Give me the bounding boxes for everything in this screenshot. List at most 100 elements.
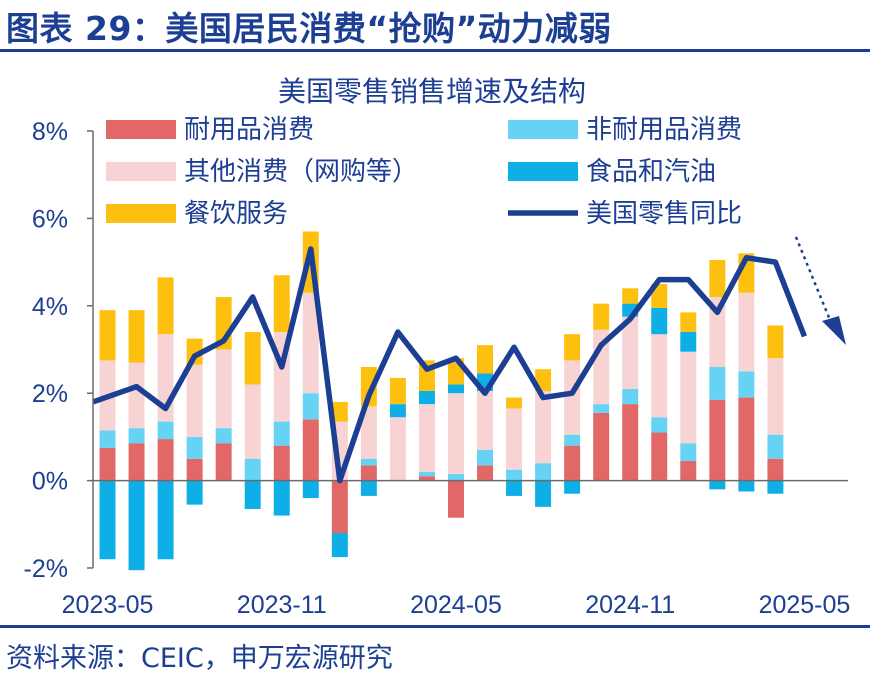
bar-2-18 [622,316,639,389]
y-tick-label-5: 8% [32,118,68,146]
bar-1-17 [593,404,610,413]
bar-1-22 [738,371,755,398]
bar-0-20 [680,460,697,481]
line-retail-yoy [92,246,808,484]
chart-title: 美国零售销售增速及结构 [278,75,586,108]
bar-1-21 [709,366,726,400]
bar-3-16 [564,480,581,494]
bar-1-19 [651,417,668,433]
bar-3-6 [273,480,290,516]
bar-2-3 [186,364,203,437]
bar-3-15 [535,480,552,507]
line-layer [92,246,808,484]
bar-4-19 [651,283,668,308]
bar-3-21 [709,480,726,490]
bar-4-13 [477,345,493,374]
bar-2-15 [535,391,552,464]
bar-2-7 [302,292,319,394]
bar-2-21 [709,297,726,367]
bar-2-10 [389,417,406,481]
bar-3-3 [186,480,203,505]
bar-1-18 [622,388,639,405]
bar-0-23 [767,458,784,481]
bar-3-9 [360,480,377,496]
legend-label-4: 餐饮服务 [184,199,288,229]
y-axis: -2% 0% 2% 4% 6% 8% [24,118,94,583]
y-tick-label-0: -2% [24,555,68,583]
source-divider [0,625,870,628]
bar-2-13 [477,391,493,451]
x-tick-label-0: 2023-05 [62,591,154,615]
bar-1-12 [448,474,464,481]
bar-1-23 [767,434,784,459]
bar-0-9 [360,465,377,481]
retail-sales-chart: 美国零售销售增速及结构 -2% 0% 2% 4% 6% 8% 2023-05 2023-11… [24,75,851,615]
bar-1-5 [244,458,261,481]
bar-4-16 [564,334,581,361]
bar-4-21 [709,259,726,298]
bar-2-22 [738,292,755,372]
bar-0-3 [186,458,203,481]
y-tick-label-1: 0% [32,468,68,496]
legend-swatch-0 [106,120,176,139]
bar-0-22 [738,397,755,481]
bar-1-11 [418,471,435,477]
bar-0-6 [273,445,290,481]
bar-1-2 [157,421,174,440]
x-tick-label-2: 2024-05 [410,591,502,615]
y-tick-label-3: 4% [32,293,68,321]
bar-1-0 [99,430,116,448]
bar-0-19 [651,432,668,481]
arrow-shaft [794,236,834,326]
legend-swatch-3 [508,162,578,181]
title-divider [0,49,870,52]
bar-4-14 [506,397,523,409]
bar-2-16 [564,360,581,435]
bar-0-8 [331,480,348,534]
bar-0-7 [302,419,319,481]
bar-1-9 [360,458,377,466]
bar-2-5 [244,384,261,459]
y-tick-label-4: 6% [32,205,68,233]
bar-1-13 [477,450,493,466]
bar-2-4 [215,349,232,429]
legend-label-2: 其他消费（网购等） [184,157,418,187]
bar-1-7 [302,393,319,420]
bar-3-5 [244,480,261,509]
bar-0-21 [709,399,726,481]
bar-0-17 [593,412,610,481]
legend-label-0: 耐用品消费 [184,115,314,145]
bar-3-23 [767,480,784,494]
bar-4-20 [680,312,697,333]
bar-3-0 [99,480,116,560]
bar-4-8 [331,401,348,422]
x-tick-label-4: 2025-05 [759,591,851,615]
bar-4-2 [157,277,174,335]
bar-1-4 [215,428,232,444]
bar-3-11 [418,391,435,405]
bar-0-11 [418,476,435,481]
bar-3-19 [651,307,668,335]
bar-1-14 [506,469,523,481]
bar-1-3 [186,436,203,459]
trend-arrow-annotation [794,236,846,345]
bar-1-16 [564,434,581,446]
bar-1-6 [273,421,290,446]
bar-4-18 [622,288,639,304]
x-tick-label-3: 2024-11 [585,591,675,615]
bar-1-20 [680,443,697,461]
bar-4-10 [389,377,406,405]
bar-1-1 [128,428,145,444]
bar-4-17 [593,303,610,330]
bar-3-22 [738,480,755,492]
legend-swatch-4 [106,204,176,223]
legend-swatch-1 [508,120,578,139]
bar-3-10 [389,404,406,418]
bar-4-9 [360,366,377,407]
bar-4-5 [244,332,261,385]
x-tick-label-1: 2023-11 [237,591,327,615]
bar-layer [99,231,784,571]
figure-title: 图表 29：美国居民消费“抢购”动力减弱 [6,9,612,48]
